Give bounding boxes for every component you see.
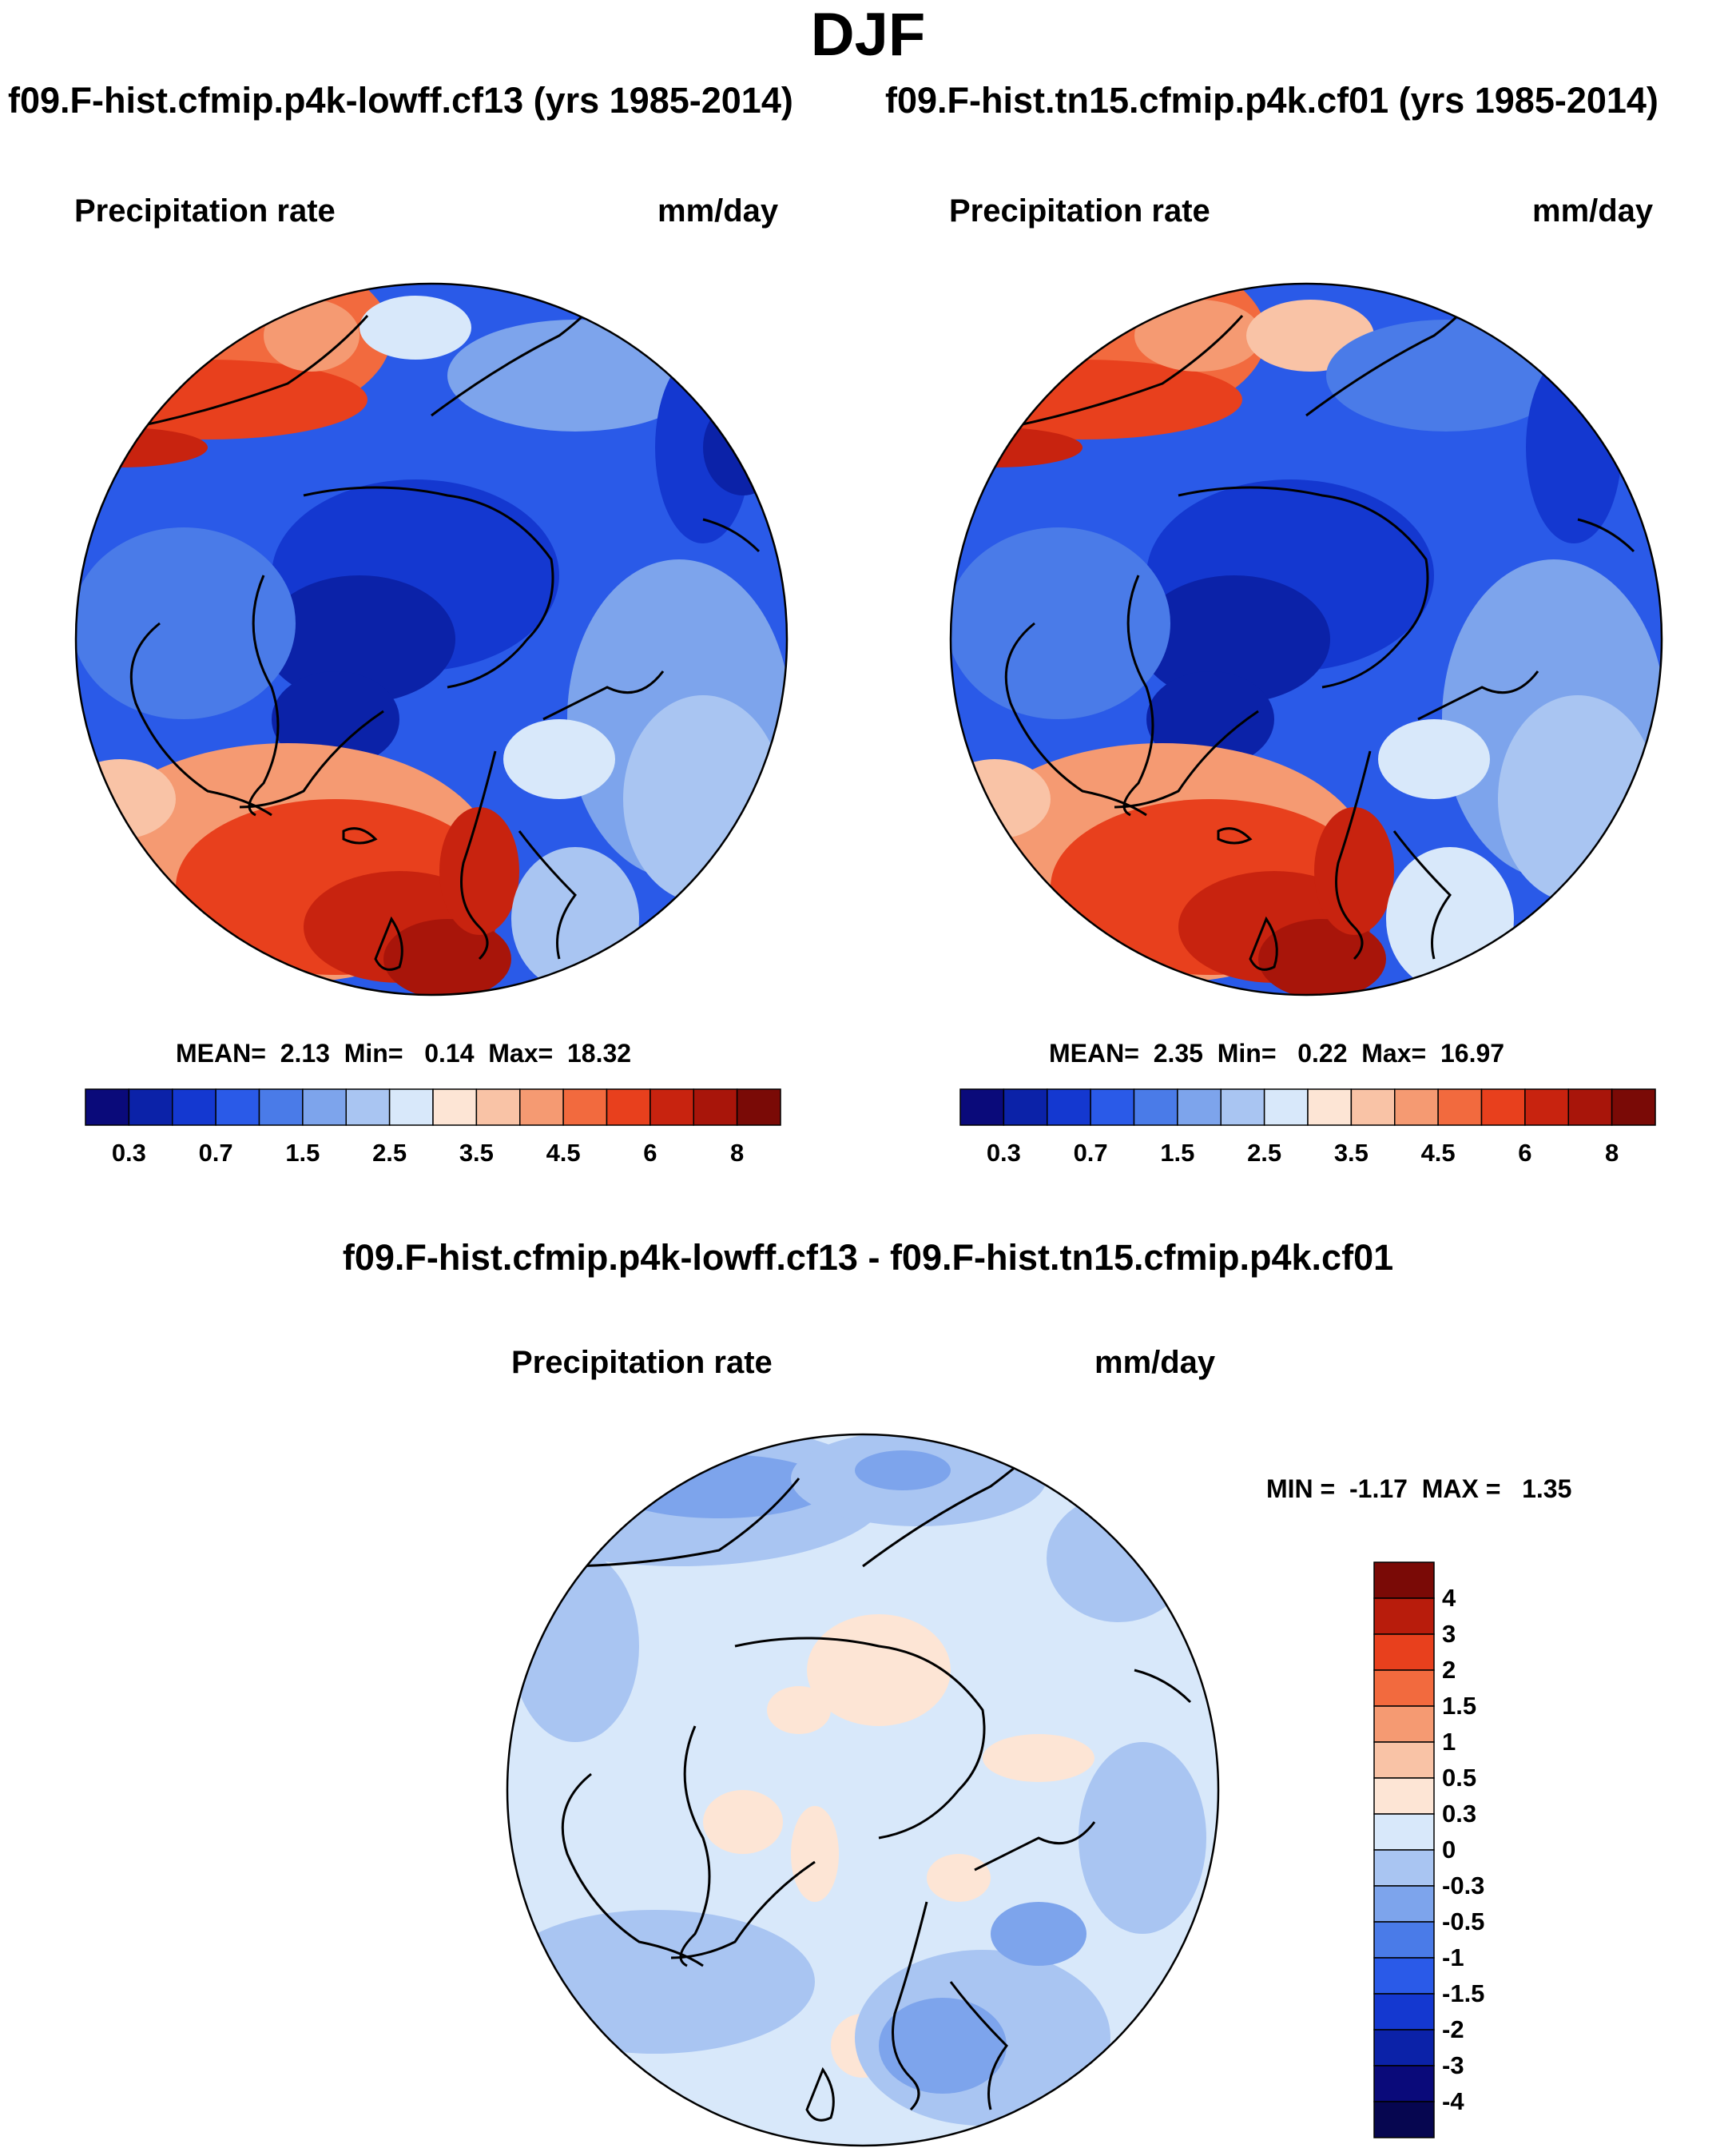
panel-a-colorbar-tick-label: 4.5 [546,1139,581,1167]
panel-a-colorbar-swatch [693,1088,738,1126]
diff-colorbar-swatch [1373,2065,1435,2102]
diff-colorbar-tick-label: 0.5 [1442,1764,1477,1792]
diff-colorbar-tick-label: -2 [1442,2015,1464,2043]
panel-a-colorbar-swatch [128,1088,173,1126]
panel-b-colorbar-swatch [1350,1088,1396,1126]
panel-a-colorbar-swatch [562,1088,608,1126]
figure-title: DJF [810,1,926,69]
panel-a-colorbar-swatch [432,1088,478,1126]
panel-a-colorbar-tick-label: 8 [730,1139,745,1167]
panel-a-colorbar-tick-label: 1.5 [285,1139,320,1167]
diff-colorbar-swatch [1373,1849,1435,1887]
panel-a-variable-label: Precipitation rate [74,193,336,229]
diff-colorbar-swatch [1373,1777,1435,1815]
panel-a-colorbar-swatch [302,1088,347,1126]
panel-b-colorbar-swatch [1524,1088,1569,1126]
panel-b-colorbar-swatch [1003,1088,1048,1126]
panel-a-colorbar-swatch [258,1088,304,1126]
panel-b-colorbar-swatch [1177,1088,1222,1126]
diff-colorbar-swatch [1373,1561,1435,1599]
diff-colorbar-tick-label: 2 [1442,1656,1456,1684]
diff-colorbar-tick-label: 0 [1442,1836,1456,1864]
panel-b-colorbar-swatch [959,1088,1005,1126]
difference-title: f09.F-hist.cfmip.p4k-lowff.cf13 - f09.F-… [342,1237,1394,1278]
panel-b-colorbar-swatch [1480,1088,1526,1126]
diff-colorbar-tick-label: 1.5 [1442,1692,1477,1720]
diff-colorbar-swatch [1373,1633,1435,1671]
panel-b-colorbar-swatch [1263,1088,1309,1126]
diff-stats: MIN = -1.17 MAX = 1.35 [1266,1474,1572,1503]
panel-b-colorbar-swatch [1220,1088,1265,1126]
panel-a-colorbar-tick-label: 6 [643,1139,657,1167]
panel-a-colorbar-ticks: 0.3 0.7 1.5 2.5 3.5 4.5 6 8 [85,1139,781,1171]
diff-colorbar-swatch [1373,1993,1435,2031]
panel-a-colorbar-tick-label: 2.5 [372,1139,407,1167]
diff-colorbar-swatch [1373,1741,1435,1779]
diff-colorbar-swatch [1373,1813,1435,1851]
diff-colorbar-swatch [1373,2029,1435,2066]
diff-colorbar-tick-label: -1.5 [1442,1979,1485,2007]
diff-colorbar-swatch [1373,1885,1435,1923]
diff-variable-label: Precipitation rate [511,1345,773,1380]
case-b-title: f09.F-hist.tn15.cfmip.p4k.cf01 (yrs 1985… [885,80,1659,121]
panel-b-colorbar-tick-label: 1.5 [1160,1139,1195,1167]
diff-colorbar [1373,1561,1435,2138]
panel-a-units-label: mm/day [657,193,779,229]
diff-colorbar-tick-label: 1 [1442,1728,1456,1756]
diff-colorbar-tick-label: 0.3 [1442,1800,1477,1828]
panel-a-colorbar-swatch [85,1088,130,1126]
panel-b-colorbar-tick-label: 0.3 [986,1139,1021,1167]
panel-b-colorbar-swatch [1090,1088,1135,1126]
panel-a-colorbar-swatch [606,1088,651,1126]
panel-a-colorbar-swatch [215,1088,260,1126]
panel-a-colorbar-swatch [388,1088,434,1126]
panel-b-colorbar-tick-label: 4.5 [1420,1139,1456,1167]
panel-b-variable-label: Precipitation rate [949,193,1210,229]
panel-b-colorbar-swatch [1133,1088,1178,1126]
panel-a-colorbar-swatch [736,1088,781,1126]
panel-b-stats: MEAN= 2.35 Min= 0.22 Max= 16.97 [1049,1039,1505,1068]
panel-b-colorbar-tick-label: 3.5 [1333,1139,1369,1167]
panel-b-colorbar-ticks: 0.3 0.7 1.5 2.5 3.5 4.5 6 8 [960,1139,1655,1171]
panel-b-colorbar-swatch [1047,1088,1091,1126]
panel-a-stats: MEAN= 2.13 Min= 0.14 Max= 18.32 [176,1039,632,1068]
diff-colorbar-tick-label: -4 [1442,2087,1464,2115]
panel-a-colorbar-swatch [475,1088,521,1126]
panel-b-colorbar-swatch [1394,1088,1439,1126]
diff-colorbar-swatch [1373,2101,1435,2138]
panel-b-colorbar-tick-label: 0.7 [1073,1139,1108,1167]
panel-a-colorbar-tick-label: 3.5 [459,1139,494,1167]
diff-colorbar-tick-label: -3 [1442,2051,1464,2079]
diff-units-label: mm/day [1094,1345,1216,1380]
diff-colorbar-tick-label: -0.5 [1442,1907,1485,1935]
diff-colorbar-swatch [1373,1921,1435,1959]
panel-a-colorbar [85,1088,781,1126]
panel-b-colorbar-tick-label: 2.5 [1247,1139,1282,1167]
panel-b-colorbar-tick-label: 6 [1518,1139,1532,1167]
diff-colorbar-swatch [1373,1669,1435,1707]
panel-a-colorbar-tick-label: 0.3 [111,1139,146,1167]
diff-colorbar-tick-label: 4 [1442,1584,1456,1612]
diff-colorbar-swatch [1373,1705,1435,1743]
panel-b-colorbar-swatch [1611,1088,1656,1126]
panel-b-units-label: mm/day [1532,193,1654,229]
panel-b-colorbar-swatch [1437,1088,1483,1126]
panel-b-colorbar-tick-label: 8 [1605,1139,1619,1167]
panel-a-colorbar-tick-label: 0.7 [198,1139,233,1167]
diff-colorbar-ticks: 4 3 2 1.5 1 0.5 0.3 0 -0.3 -0.5 -1 -1.5 -2 -3 -4 [1442,1562,1538,2138]
panel-a-colorbar-swatch [650,1088,694,1126]
panel-a-colorbar-swatch [172,1088,217,1126]
panel-b-colorbar-swatch [1567,1088,1613,1126]
case-a-title: f09.F-hist.cfmip.p4k-lowff.cf13 (yrs 198… [8,80,793,121]
diff-colorbar-swatch [1373,1597,1435,1635]
diff-colorbar-tick-label: -0.3 [1442,1872,1485,1899]
panel-b-colorbar-swatch [1307,1088,1353,1126]
diff-colorbar-tick-label: 3 [1442,1620,1456,1648]
panel-b-colorbar [959,1088,1656,1126]
diff-colorbar-swatch [1373,1957,1435,1995]
diff-colorbar-tick-label: -1 [1442,1943,1464,1971]
panel-a-colorbar-swatch [519,1088,564,1126]
panel-a-colorbar-swatch [345,1088,391,1126]
